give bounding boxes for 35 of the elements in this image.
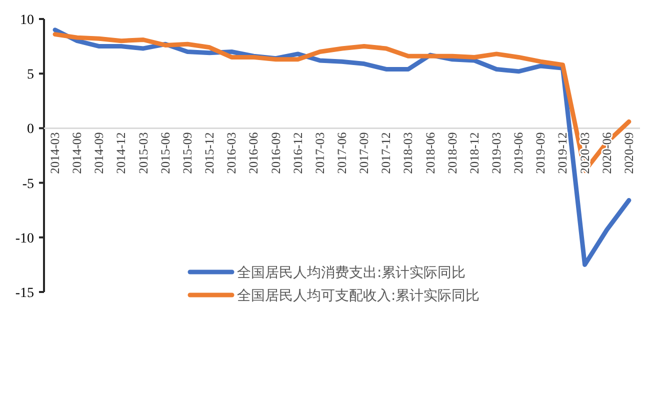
y-tick-label: 5 bbox=[27, 68, 34, 83]
x-tick-label: 2018-09 bbox=[445, 132, 460, 174]
x-tick-label: 2014-09 bbox=[92, 132, 106, 174]
x-tick-label: 2014-12 bbox=[114, 132, 128, 174]
x-tick-label: 2016-06 bbox=[246, 132, 261, 174]
x-tick-label: 2016-12 bbox=[290, 132, 305, 174]
x-tick-label: 2015-06 bbox=[158, 132, 172, 174]
x-tick-label: 2019-09 bbox=[534, 132, 548, 174]
x-tick-label: 2019-12 bbox=[556, 132, 570, 174]
x-tick-label: 2020-03 bbox=[578, 132, 592, 174]
x-tick-label: 2018-03 bbox=[401, 132, 416, 174]
x-tick-label: 2014-06 bbox=[70, 132, 84, 174]
x-tick-label: 2015-09 bbox=[180, 132, 194, 174]
legend-label: 全国居民人均可支配收入:累计实际同比 bbox=[237, 288, 480, 304]
x-tick-label: 2016-09 bbox=[268, 132, 283, 174]
legend-label: 全国居民人均消费支出:累计实际同比 bbox=[237, 265, 466, 281]
x-tick-label: 2018-06 bbox=[423, 132, 438, 174]
y-tick-label: 0 bbox=[27, 122, 34, 138]
x-tick-label: 2020-06 bbox=[600, 132, 614, 174]
y-tick-label: -10 bbox=[15, 231, 34, 246]
x-tick-label: 2015-12 bbox=[202, 132, 217, 174]
x-tick-label: 2019-06 bbox=[512, 132, 526, 174]
x-tick-label: 2017-06 bbox=[335, 132, 349, 174]
x-tick-label: 2016-03 bbox=[224, 132, 239, 174]
y-tick-label: 10 bbox=[20, 13, 34, 28]
x-tick-label: 2018-12 bbox=[467, 132, 482, 174]
y-tick-label: -5 bbox=[22, 176, 34, 192]
x-tick-label: 2017-03 bbox=[312, 132, 327, 174]
y-tick-label: -15 bbox=[15, 286, 34, 301]
x-tick-label: 2014-03 bbox=[48, 132, 62, 174]
x-tick-label: 2019-03 bbox=[490, 132, 504, 174]
x-tick-label: 2017-12 bbox=[379, 132, 394, 174]
x-tick-label: 2015-03 bbox=[136, 132, 150, 174]
x-tick-label: 2020-09 bbox=[622, 132, 636, 174]
x-tick-label: 2017-09 bbox=[357, 132, 372, 174]
